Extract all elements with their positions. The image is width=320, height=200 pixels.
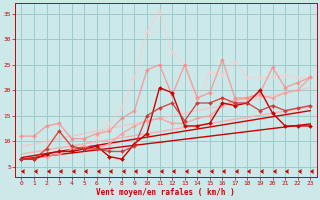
- X-axis label: Vent moyen/en rafales ( km/h ): Vent moyen/en rafales ( km/h ): [96, 188, 235, 197]
